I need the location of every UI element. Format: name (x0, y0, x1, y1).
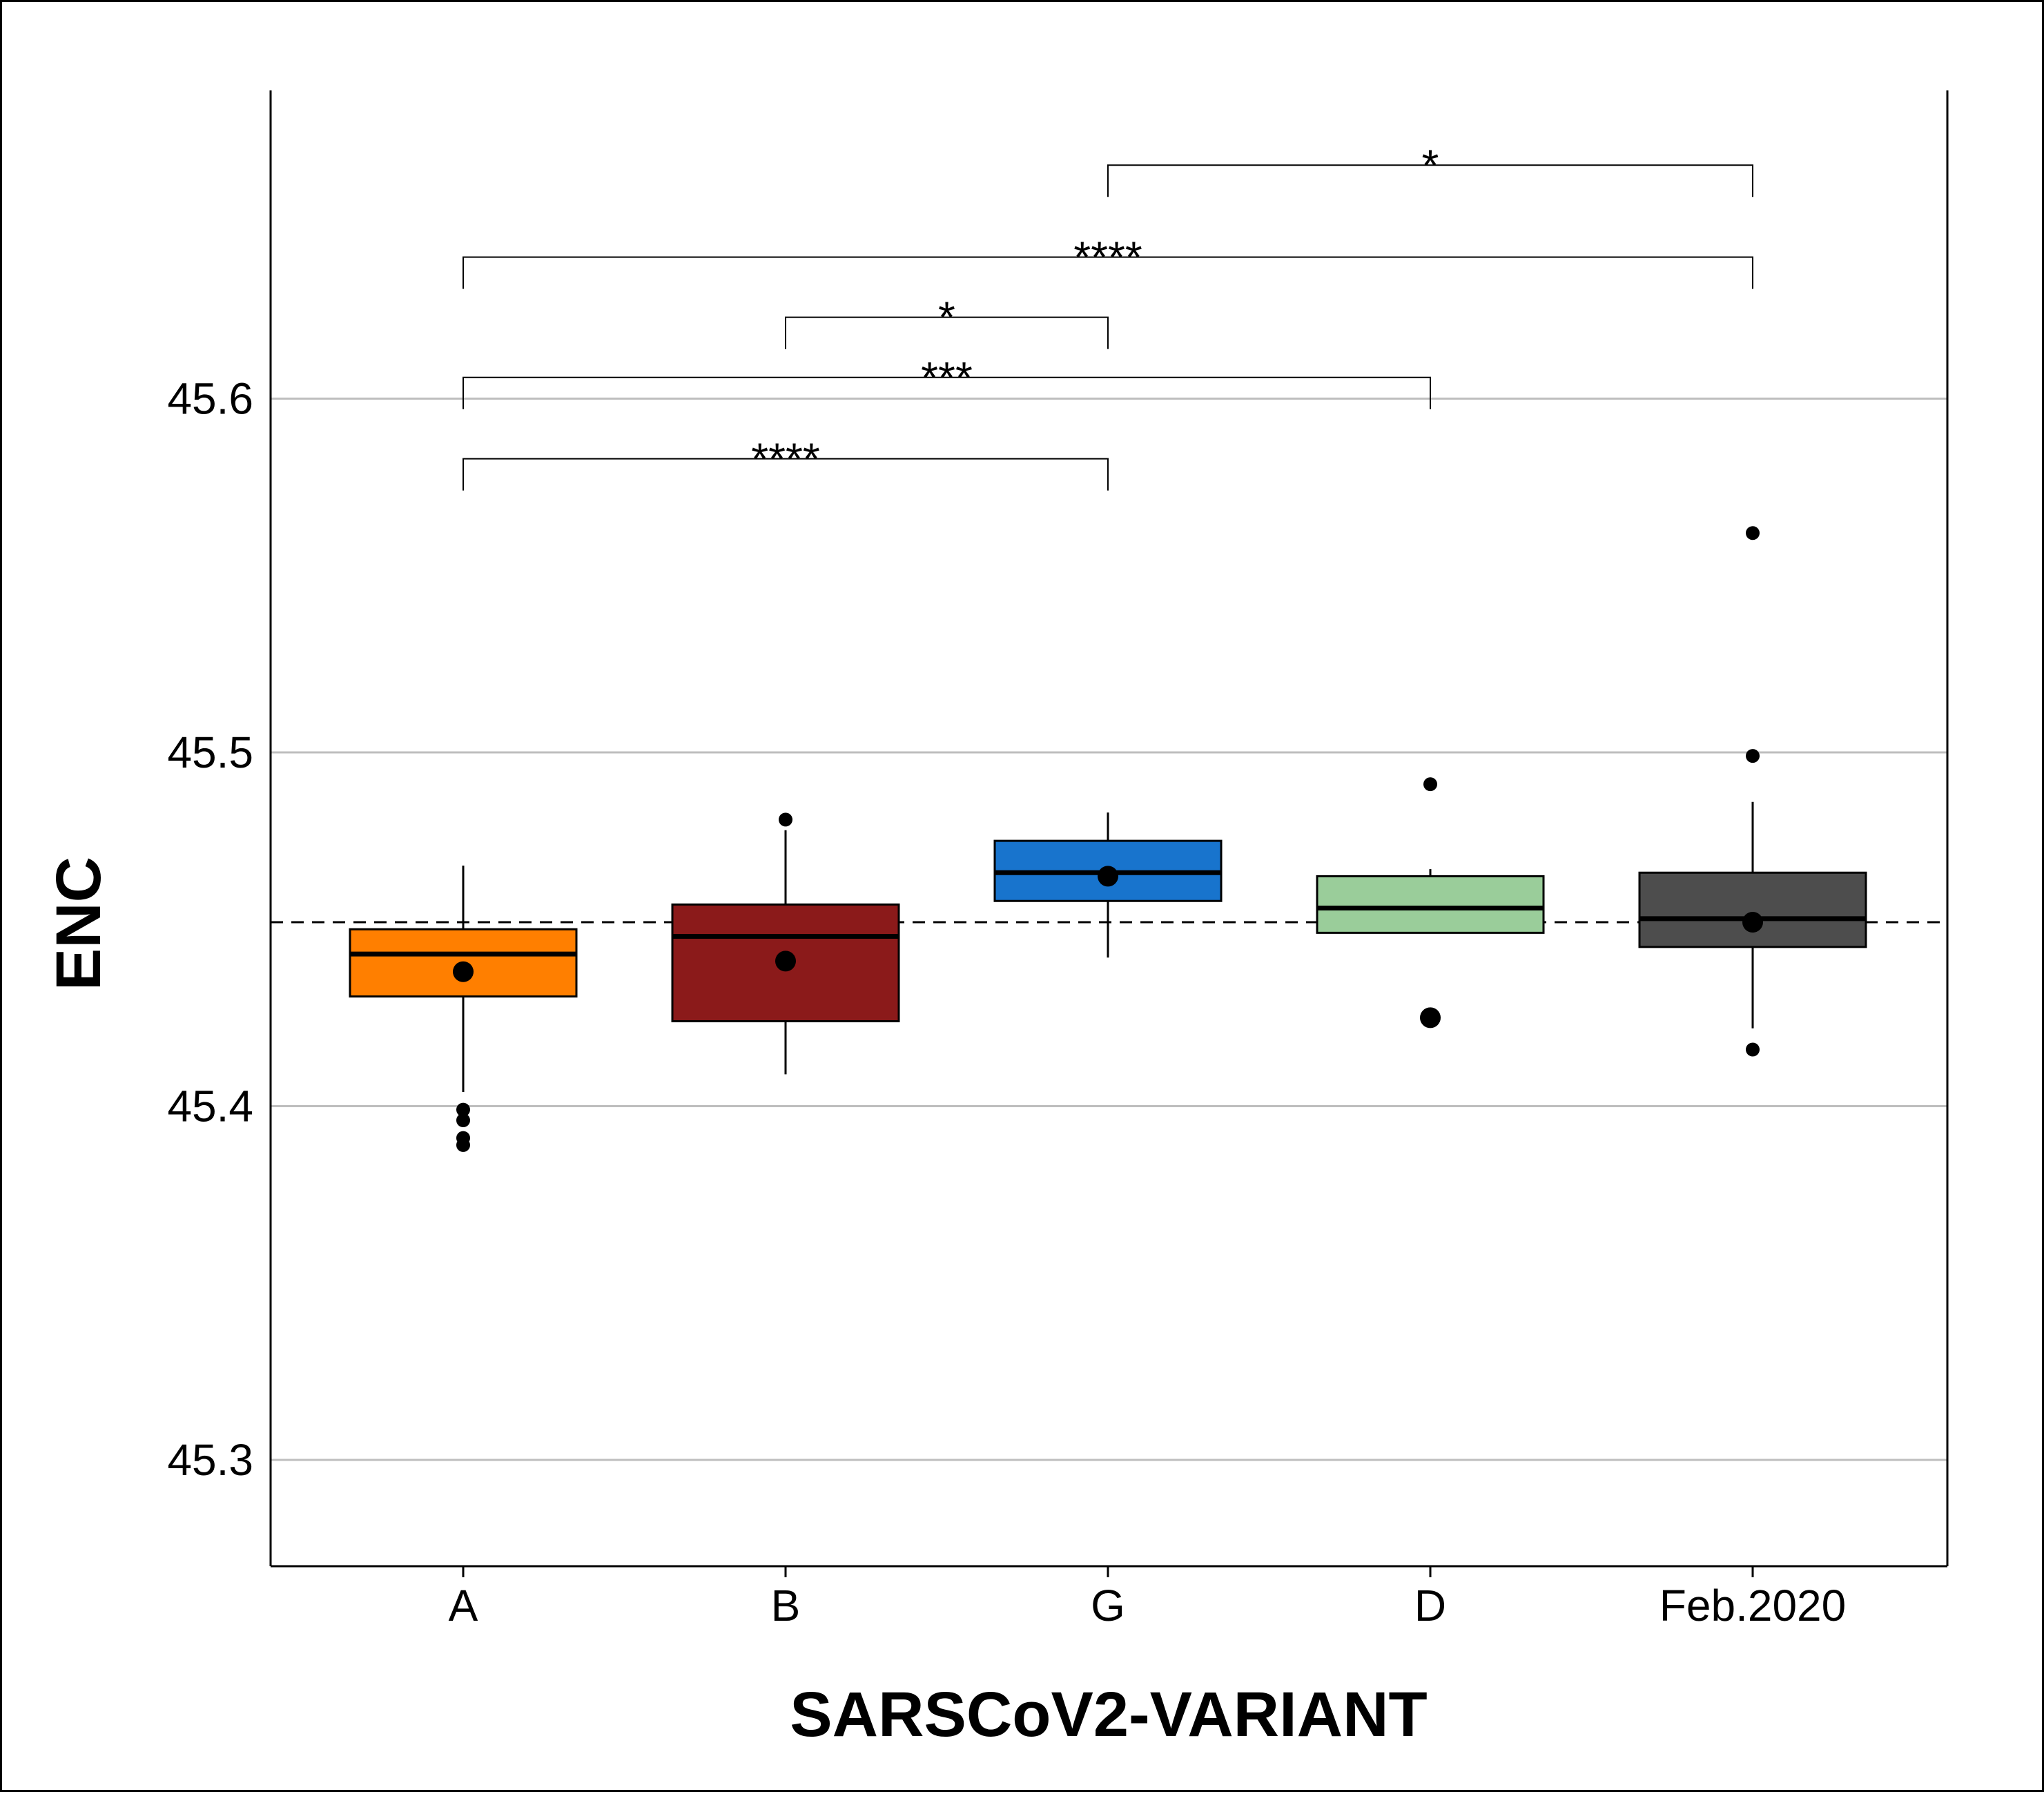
outlier-point (1746, 526, 1760, 540)
significance-bracket: **** (463, 233, 1753, 289)
significance-label: **** (751, 434, 820, 484)
significance-label: * (938, 293, 955, 342)
box-group (1638, 526, 1867, 1057)
significance-bracket: * (785, 293, 1109, 349)
bracket-line (785, 316, 1109, 349)
bracket-line (463, 458, 1109, 491)
x-tick-label: B (771, 1581, 801, 1630)
mean-point (775, 950, 796, 972)
outlier-point (1746, 1042, 1760, 1057)
y-tick-label: 45.3 (167, 1435, 253, 1485)
x-axis-title: SARSCoV2-VARIANT (790, 1679, 1427, 1750)
outlier-point (1746, 749, 1760, 763)
x-tick-label: A (449, 1581, 478, 1630)
mean-point (1420, 1007, 1441, 1028)
y-axis-title: ENC (43, 857, 114, 991)
x-tick-label: D (1414, 1581, 1446, 1630)
mean-point (1742, 912, 1763, 933)
significance-label: * (1422, 140, 1439, 190)
x-tick-label: G (1091, 1581, 1125, 1630)
boxes (349, 526, 1867, 1152)
mean-point (1098, 866, 1118, 887)
significance-label: **** (1073, 233, 1142, 282)
gridlines (271, 398, 1947, 1461)
y-tick-label: 45.4 (167, 1082, 253, 1131)
outlier-point (1423, 777, 1437, 792)
mean-point (453, 961, 474, 982)
outlier-point (456, 1138, 470, 1152)
bracket-line (1107, 164, 1753, 197)
box-iqr (1638, 871, 1867, 948)
box-group (671, 812, 900, 1075)
bracket-line (463, 376, 1431, 409)
outlier-point (456, 1113, 470, 1127)
significance-brackets: ************* (463, 140, 1753, 491)
box-iqr (671, 903, 900, 1022)
box-iqr (1316, 875, 1545, 934)
box-group (1316, 777, 1545, 1028)
significance-bracket: *** (463, 353, 1431, 409)
significance-bracket: * (1107, 140, 1753, 197)
y-tick-label: 45.6 (167, 374, 253, 424)
box-group (349, 866, 578, 1152)
x-tick-label: Feb.2020 (1659, 1581, 1846, 1630)
box-group (993, 812, 1223, 958)
y-tick-label: 45.5 (167, 728, 253, 777)
outlier-point (456, 1102, 470, 1117)
tick-labels: 45.3 45.4 45.5 45.6 A B G D Feb.2020 (167, 374, 1846, 1631)
bracket-line (463, 256, 1753, 289)
significance-bracket: **** (463, 434, 1109, 491)
significance-label: *** (921, 353, 973, 402)
outlier-point (779, 812, 792, 827)
